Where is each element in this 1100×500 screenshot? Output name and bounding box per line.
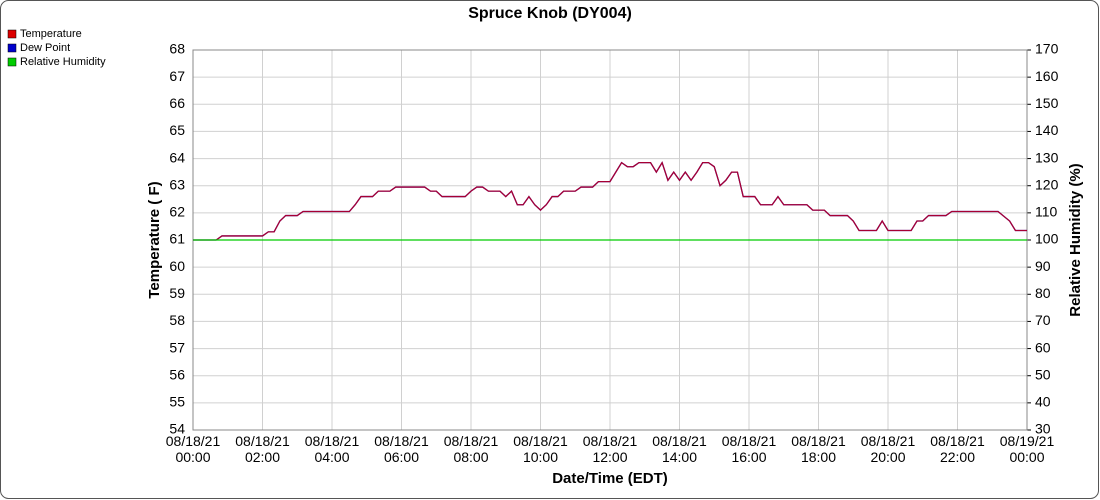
y2-tick-label: 70 <box>1035 312 1051 328</box>
y2-tick-label: 60 <box>1035 339 1051 355</box>
y-tick-label: 65 <box>169 122 185 138</box>
y-tick-label: 64 <box>169 149 185 165</box>
x-tick-label: 08/18/21 16:00 <box>722 433 777 465</box>
chart-title: Spruce Knob (DY004) <box>468 5 632 22</box>
y2-tick-label: 110 <box>1035 204 1058 220</box>
x-tick-label: 08/18/21 22:00 <box>930 433 985 465</box>
y-tick-label: 54 <box>169 421 185 437</box>
x-tick-label: 08/18/21 12:00 <box>583 433 638 465</box>
y-axis-title: Temperature ( F) <box>146 181 163 298</box>
y2-tick-label: 140 <box>1035 122 1059 138</box>
y-tick-label: 67 <box>169 68 185 84</box>
y2-axis-title: Relative Humidity (%) <box>1067 163 1084 316</box>
y2-tick-label: 120 <box>1035 176 1059 192</box>
y-tick-label: 66 <box>169 95 185 111</box>
y-tick-label: 57 <box>169 339 185 355</box>
legend-label: Relative Humidity <box>20 56 106 68</box>
y-tick-label: 55 <box>169 394 185 410</box>
x-tick-label: 08/19/21 00:00 <box>1000 433 1055 465</box>
y-tick-label: 59 <box>169 285 185 301</box>
y-tick-label: 58 <box>169 312 185 328</box>
x-tick-label: 08/18/21 08:00 <box>444 433 499 465</box>
y2-tick-label: 90 <box>1035 258 1051 274</box>
x-axis-title: Date/Time (EDT) <box>552 470 668 487</box>
x-tick-label: 08/18/21 18:00 <box>791 433 846 465</box>
y-tick-label: 61 <box>169 231 185 247</box>
x-tick-label: 08/18/21 20:00 <box>861 433 916 465</box>
series-line <box>193 161 1027 241</box>
y2-tick-label: 40 <box>1035 394 1051 410</box>
y-tick-label: 60 <box>169 258 185 274</box>
x-tick-label: 08/18/21 00:00 <box>166 433 221 465</box>
x-tick-label: 08/18/21 04:00 <box>305 433 360 465</box>
legend-swatch <box>7 43 17 53</box>
x-tick-label: 08/18/21 02:00 <box>235 433 290 465</box>
y-tick-label: 56 <box>169 366 185 382</box>
y-tick-label: 62 <box>169 204 185 220</box>
y2-tick-label: 170 <box>1035 41 1059 57</box>
legend-label: Temperature <box>20 28 82 40</box>
y2-tick-label: 100 <box>1035 231 1059 247</box>
legend-swatch <box>7 57 17 67</box>
x-tick-label: 08/18/21 10:00 <box>513 433 568 465</box>
y2-tick-label: 150 <box>1035 95 1059 111</box>
y2-tick-label: 30 <box>1035 421 1051 437</box>
x-tick-label: 08/18/21 14:00 <box>652 433 707 465</box>
legend-swatch <box>7 29 17 39</box>
x-tick-label: 08/18/21 06:00 <box>374 433 429 465</box>
y2-tick-label: 160 <box>1035 68 1059 84</box>
y2-tick-label: 50 <box>1035 366 1051 382</box>
y2-tick-label: 80 <box>1035 285 1051 301</box>
legend-label: Dew Point <box>20 42 70 54</box>
y-tick-label: 63 <box>169 176 185 192</box>
y2-tick-label: 130 <box>1035 149 1059 165</box>
y-tick-label: 68 <box>169 41 185 57</box>
